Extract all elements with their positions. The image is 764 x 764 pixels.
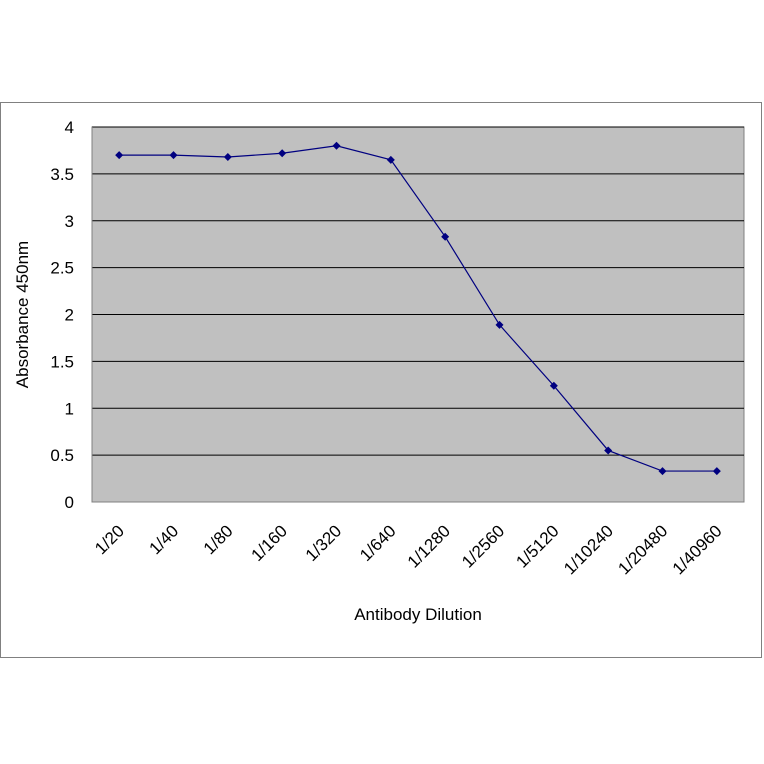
data-point (441, 232, 450, 241)
y-tick-label: 0.5 (50, 446, 74, 465)
data-point (495, 320, 504, 329)
x-axis-label: Antibody Dilution (354, 605, 482, 624)
x-tick-label: 1/20480 (614, 521, 671, 578)
series-line (119, 145, 717, 472)
x-tick-label: 1/1280 (404, 521, 454, 571)
x-tick-label: 1/640 (356, 521, 400, 565)
y-tick-label: 2.5 (50, 259, 74, 278)
gridlines (91, 126, 744, 502)
chart-frame (0, 102, 762, 658)
x-tick-labels: 1/20 1/40 1/80 1/160 1/320 1/640 1/1280 1/2560 1… (91, 521, 726, 578)
series-group (115, 141, 721, 476)
x-tick-label: 1/20 (91, 521, 128, 558)
data-point (712, 467, 721, 476)
data-point (332, 141, 341, 150)
x-tick-label: 1/2560 (458, 521, 508, 571)
x-tick-label: 1/40960 (669, 521, 726, 578)
x-tick-label: 1/80 (200, 521, 237, 558)
x-tick-label: 1/5120 (512, 521, 562, 571)
x-tick-label: 1/10240 (560, 521, 617, 578)
x-tick-label: 1/40 (145, 521, 182, 558)
data-point (169, 151, 178, 160)
x-tick-label: 1/320 (302, 521, 346, 565)
data-point (549, 381, 558, 390)
y-tick-label: 0 (65, 493, 74, 512)
data-point (604, 446, 613, 455)
y-tick-labels: 0 0.5 1 1.5 2 2.5 3 3.5 4 (50, 118, 74, 512)
x-tick-label: 1/160 (247, 521, 291, 565)
y-tick-label: 3 (65, 212, 74, 231)
y-tick-label: 2 (65, 306, 74, 325)
data-point (223, 153, 232, 161)
y-tick-label: 3.5 (50, 165, 74, 184)
data-point (115, 151, 124, 160)
data-point (658, 467, 667, 476)
y-tick-label: 1.5 (50, 352, 74, 371)
data-point (278, 149, 287, 158)
data-point (386, 155, 395, 164)
y-axis-label: Absorbance 450nm (13, 241, 32, 388)
y-tick-label: 4 (65, 118, 74, 137)
y-tick-label: 1 (65, 399, 74, 418)
